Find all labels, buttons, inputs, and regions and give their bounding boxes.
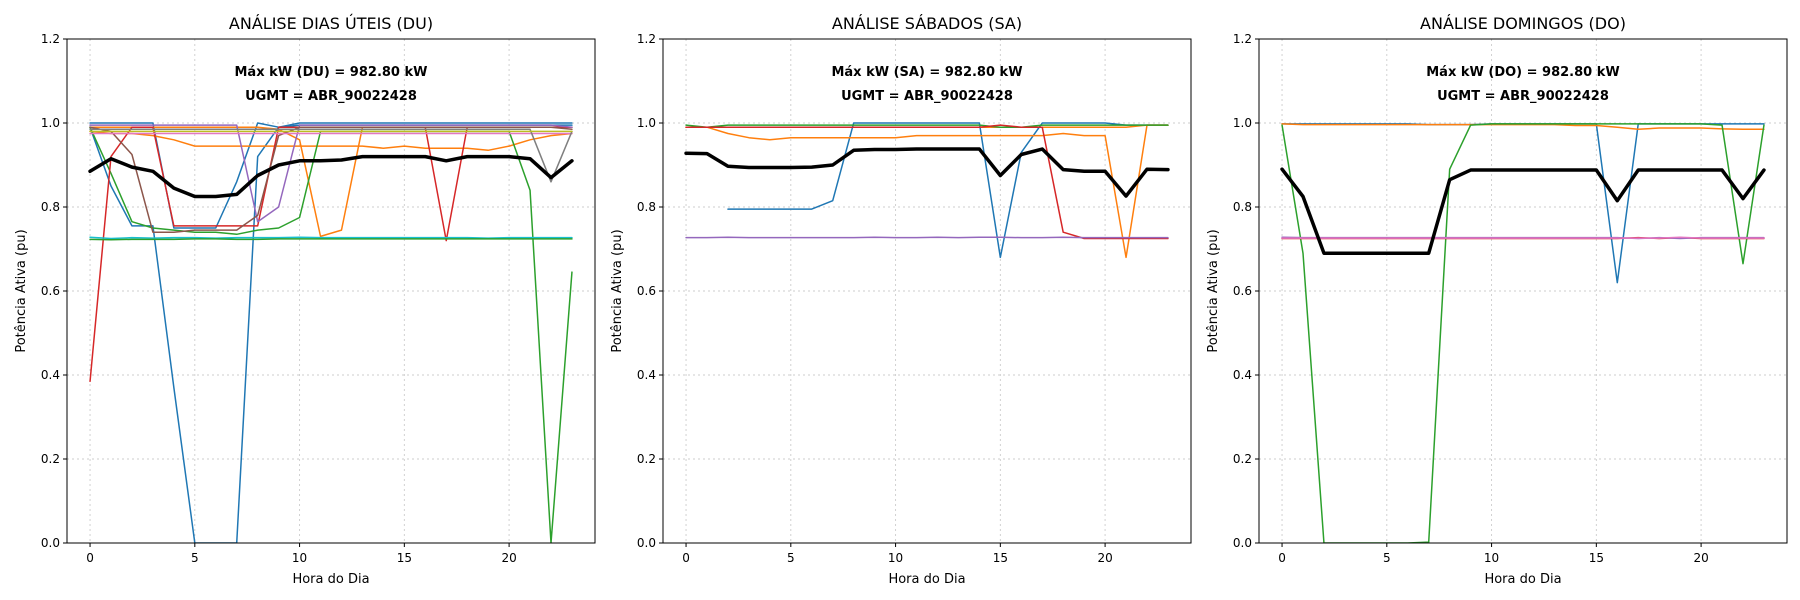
- y-tick-label: 0.6: [41, 284, 60, 298]
- y-tick-label: 1.0: [41, 116, 60, 130]
- y-tick-label: 0.2: [637, 452, 656, 466]
- y-tick-label: 1.2: [1233, 32, 1252, 46]
- x-tick-label: 0: [682, 551, 690, 565]
- subplot-du: ANÁLISE DIAS ÚTEIS (DU) Máx kW (DU) = 98…: [14, 14, 596, 587]
- grid: [663, 38, 1191, 544]
- y-tick-label: 1.0: [1233, 116, 1252, 130]
- axes-ticks: 0 5 10 15 20 0.0 0.2 0.4 0.6 0.8 1.0 1.2: [637, 32, 1113, 565]
- subplot-sa: ANÁLISE SÁBADOS (SA) Máx kW (SA) = 982.8…: [610, 14, 1192, 587]
- chart-title: ANÁLISE DIAS ÚTEIS (DU): [229, 14, 433, 33]
- series-line-0: [89, 124, 573, 543]
- y-tick-label: 0.2: [41, 452, 60, 466]
- max-kw-annotation: Máx kW (SA) = 982.80 kW: [831, 65, 1022, 80]
- grid: [67, 38, 595, 544]
- x-tick-label: 15: [397, 551, 412, 565]
- series-line-2: [1281, 123, 1765, 543]
- axes-ticks: 0 5 10 15 20 0.0 0.2 0.4 0.6 0.8 1.0 1.2: [1233, 32, 1709, 565]
- series-line-4: [685, 124, 1169, 240]
- y-axis-label: Potência Ativa (pu): [610, 229, 625, 352]
- plot-frame: [66, 38, 596, 544]
- x-tick-label: 10: [292, 551, 307, 565]
- y-tick-label: 0.0: [41, 536, 60, 550]
- y-axis-label: Potência Ativa (pu): [1206, 229, 1221, 352]
- series-line-12: [89, 238, 573, 241]
- x-tick-label: 20: [501, 551, 516, 565]
- x-tick-label: 5: [191, 551, 199, 565]
- series-group: [684, 122, 1170, 259]
- series-line-1: [685, 124, 1169, 259]
- y-tick-label: 1.2: [41, 32, 60, 46]
- x-tick-label: 0: [86, 551, 94, 565]
- x-tick-label: 15: [1589, 551, 1604, 565]
- series-line-5: [89, 126, 573, 383]
- grid: [1259, 38, 1787, 544]
- chart-title: ANÁLISE SÁBADOS (SA): [832, 14, 1022, 33]
- series-group: [88, 122, 574, 543]
- x-tick-label: 20: [1693, 551, 1708, 565]
- y-tick-label: 0.8: [637, 200, 656, 214]
- series-line-1: [1281, 123, 1765, 131]
- series-line-6: [89, 124, 573, 223]
- max-kw-annotation: Máx kW (DO) = 982.80 kW: [1426, 65, 1619, 80]
- x-tick-label: 20: [1097, 551, 1112, 565]
- x-axis-label: Hora do Dia: [888, 572, 965, 587]
- mean-series-line: [684, 147, 1170, 198]
- y-tick-label: 0.4: [41, 368, 60, 382]
- series-line-0: [727, 122, 1169, 259]
- series-line-3: [685, 124, 1169, 128]
- y-axis-label: Potência Ativa (pu): [14, 229, 29, 352]
- y-tick-label: 0.8: [1233, 200, 1252, 214]
- series-line-4: [89, 126, 573, 543]
- y-tick-label: 1.2: [637, 32, 656, 46]
- chart-title: ANÁLISE DOMINGOS (DO): [1420, 14, 1626, 33]
- y-tick-label: 1.0: [637, 116, 656, 130]
- series-line-0: [1281, 123, 1765, 284]
- x-axis-label: Hora do Dia: [1484, 572, 1561, 587]
- mean-series-line: [1280, 167, 1766, 255]
- y-tick-label: 0.2: [1233, 452, 1252, 466]
- ugmt-annotation: UGMT = ABR_90022428: [1437, 89, 1609, 104]
- series-group: [1280, 123, 1766, 543]
- series-line-3: [89, 126, 573, 238]
- x-tick-label: 15: [993, 551, 1008, 565]
- y-tick-label: 0.0: [1233, 536, 1252, 550]
- y-tick-label: 0.4: [637, 368, 656, 382]
- y-tick-label: 0.6: [1233, 284, 1252, 298]
- y-tick-label: 0.4: [1233, 368, 1252, 382]
- max-kw-annotation: Máx kW (DU) = 982.80 kW: [235, 65, 428, 80]
- series-line-7: [89, 126, 573, 233]
- series-line-5: [1281, 236, 1765, 239]
- series-line-9: [89, 128, 573, 183]
- y-tick-label: 0.8: [41, 200, 60, 214]
- axes-ticks: 0 5 10 15 20 0.0 0.2 0.4 0.6 0.8 1.0 1.2: [41, 32, 517, 565]
- x-tick-label: 10: [888, 551, 903, 565]
- series-line-11: [89, 236, 573, 240]
- x-axis-label: Hora do Dia: [292, 572, 369, 587]
- series-line-1: [89, 122, 573, 229]
- y-tick-label: 0.6: [637, 284, 656, 298]
- x-tick-label: 5: [787, 551, 795, 565]
- x-tick-label: 5: [1383, 551, 1391, 565]
- mean-series-line: [88, 154, 574, 199]
- ugmt-annotation: UGMT = ABR_90022428: [245, 89, 417, 104]
- ugmt-annotation: UGMT = ABR_90022428: [841, 89, 1013, 104]
- x-tick-label: 0: [1278, 551, 1286, 565]
- plot-frame: [662, 38, 1192, 544]
- x-tick-label: 10: [1484, 551, 1499, 565]
- plot-frame: [1258, 38, 1788, 544]
- subplot-do: ANÁLISE DOMINGOS (DO) Máx kW (DO) = 982.…: [1206, 14, 1788, 587]
- y-tick-label: 0.0: [637, 536, 656, 550]
- series-line-2: [89, 130, 573, 152]
